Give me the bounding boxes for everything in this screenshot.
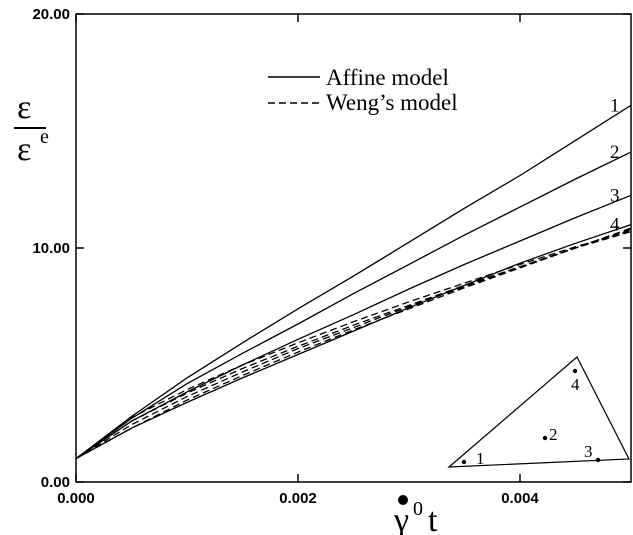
legend: Affine model Weng’s model: [268, 65, 458, 115]
y-tick-label: 10.00: [32, 240, 70, 257]
series-solid-line-2: [75, 151, 632, 460]
y-label-superscript: e: [40, 126, 49, 148]
series-solid-line-4: [75, 223, 632, 460]
curve-label-1: 1: [610, 95, 620, 116]
legend-label-weng: Weng’s model: [326, 90, 458, 115]
series-solid-line-3: [75, 194, 632, 460]
series-solid-line-1: [75, 104, 632, 460]
legend-label-affine: Affine model: [326, 65, 449, 90]
y-tick-label: 0.00: [41, 474, 70, 491]
y-axis-ticks: 0.00 10.00 20.00: [32, 6, 631, 491]
inset-point-3-marker: [595, 457, 601, 463]
inset-point-2-label: 2: [549, 425, 558, 444]
series-dashed-line-5: [75, 229, 632, 460]
x-label-dot: [398, 495, 408, 505]
x-label-main: γ: [393, 502, 409, 535]
inset-point-2-marker: [542, 435, 548, 441]
inset-point-4-marker: [572, 368, 578, 374]
series-dashed-line-6: [75, 230, 632, 460]
inset-triangle: 1 2 3 4: [447, 356, 630, 468]
y-label-numerator: ε: [17, 89, 31, 126]
x-axis-ticks: 0.000 0.002 0.004: [57, 14, 539, 507]
inset-point-3-label: 3: [584, 442, 593, 461]
x-tick-label: 0.004: [501, 490, 539, 507]
series-dashed-line-8: [75, 227, 632, 460]
x-label-suffix: t: [428, 502, 438, 535]
series-dashed-line-7: [75, 228, 632, 460]
inset-point-1-label: 1: [476, 449, 485, 468]
y-axis-label: ε ε e: [14, 89, 49, 168]
inset-triangle-outline: [447, 356, 630, 468]
inset-point-1-marker: [461, 459, 467, 465]
y-tick-label: 20.00: [32, 6, 70, 23]
x-axis-label: γ 0 t: [393, 495, 438, 535]
curve-label-3: 3: [610, 185, 620, 206]
x-tick-label: 0.002: [279, 490, 317, 507]
curve-label-4: 4: [610, 215, 620, 236]
x-label-superscript: 0: [413, 498, 423, 520]
x-tick-label: 0.000: [57, 490, 95, 507]
y-label-denominator: ε: [17, 131, 31, 168]
inset-point-4-label: 4: [571, 375, 580, 394]
curve-label-2: 2: [610, 142, 620, 163]
series-layer: 1 2 3 4: [75, 95, 632, 460]
